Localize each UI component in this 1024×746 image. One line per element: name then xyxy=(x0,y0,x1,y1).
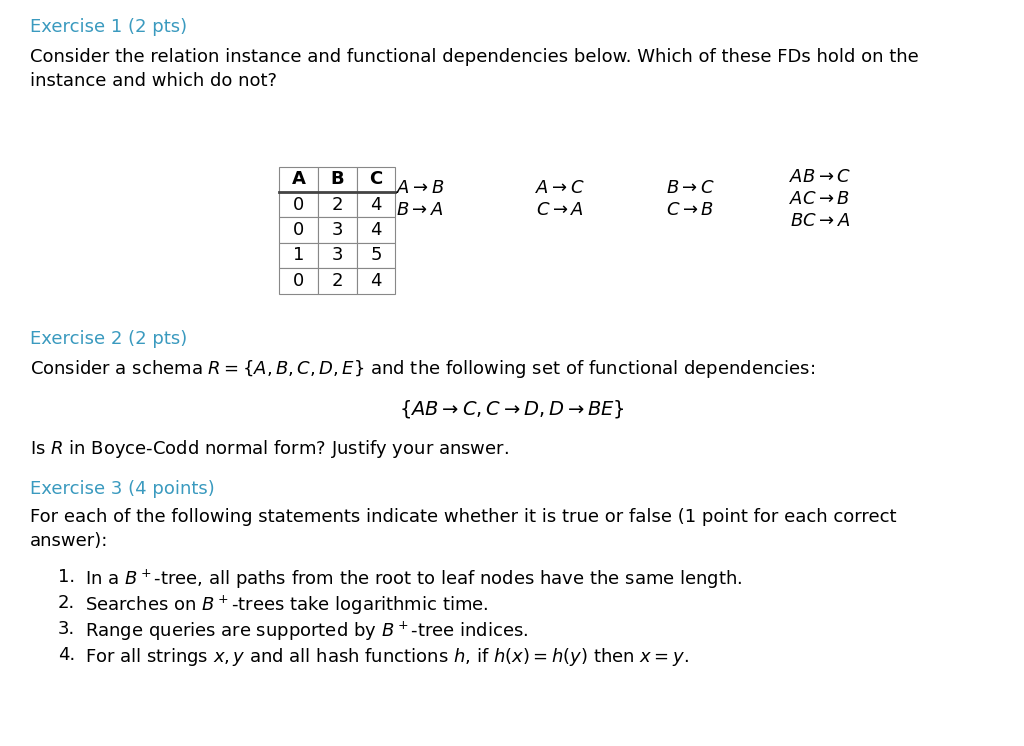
Text: Exercise 2 (2 pts): Exercise 2 (2 pts) xyxy=(30,330,187,348)
Text: $A \rightarrow C$: $A \rightarrow C$ xyxy=(536,179,585,197)
Text: 0: 0 xyxy=(293,221,304,239)
Text: 0: 0 xyxy=(293,272,304,290)
Bar xyxy=(280,242,317,268)
Text: 0: 0 xyxy=(293,195,304,213)
Text: 3: 3 xyxy=(332,246,343,264)
Text: 1.: 1. xyxy=(58,568,75,586)
Text: Exercise 3 (4 points): Exercise 3 (4 points) xyxy=(30,480,215,498)
Text: 3: 3 xyxy=(332,221,343,239)
Bar xyxy=(317,166,356,192)
Text: For all strings $x, y$ and all hash functions $h$, if $h(x) = h(y)$ then $x = y$: For all strings $x, y$ and all hash func… xyxy=(85,646,689,668)
Text: $AB \rightarrow C$: $AB \rightarrow C$ xyxy=(788,168,851,186)
Bar xyxy=(356,166,395,192)
Text: 2: 2 xyxy=(332,272,343,290)
Text: Range queries are supported by $B^+$-tree indices.: Range queries are supported by $B^+$-tre… xyxy=(85,620,528,643)
Text: C: C xyxy=(370,170,383,188)
Text: $B \rightarrow C$: $B \rightarrow C$ xyxy=(666,179,715,197)
Text: answer):: answer): xyxy=(30,532,109,550)
Bar xyxy=(317,217,356,242)
Bar xyxy=(356,268,395,294)
Bar xyxy=(317,242,356,268)
Text: 2.: 2. xyxy=(57,594,75,612)
Text: A: A xyxy=(292,170,305,188)
Bar xyxy=(356,192,395,217)
Text: B: B xyxy=(331,170,344,188)
Text: Exercise 1 (2 pts): Exercise 1 (2 pts) xyxy=(30,18,187,36)
Text: 2: 2 xyxy=(332,195,343,213)
Bar xyxy=(317,268,356,294)
Text: Is $R$ in Boyce-Codd normal form? Justify your answer.: Is $R$ in Boyce-Codd normal form? Justif… xyxy=(30,438,509,460)
Text: For each of the following statements indicate whether it is true or false (1 poi: For each of the following statements ind… xyxy=(30,508,896,526)
Text: $B \rightarrow A$: $B \rightarrow A$ xyxy=(396,201,443,219)
Text: $A \rightarrow B$: $A \rightarrow B$ xyxy=(395,179,444,197)
Text: 1: 1 xyxy=(293,246,304,264)
Bar xyxy=(280,166,317,192)
Text: $C \rightarrow A$: $C \rightarrow A$ xyxy=(537,201,584,219)
Text: 4: 4 xyxy=(371,272,382,290)
Text: $\{AB \rightarrow C, C \rightarrow D, D \rightarrow BE\}$: $\{AB \rightarrow C, C \rightarrow D, D … xyxy=(399,398,625,420)
Bar xyxy=(280,192,317,217)
Bar xyxy=(356,217,395,242)
Text: $BC \rightarrow A$: $BC \rightarrow A$ xyxy=(790,212,850,230)
Bar xyxy=(317,192,356,217)
Bar xyxy=(356,242,395,268)
Text: $AC \rightarrow B$: $AC \rightarrow B$ xyxy=(790,190,851,208)
Text: Consider the relation instance and functional dependencies below. Which of these: Consider the relation instance and funct… xyxy=(30,48,919,66)
Text: $C \rightarrow B$: $C \rightarrow B$ xyxy=(666,201,714,219)
Text: Searches on $B^+$-trees take logarithmic time.: Searches on $B^+$-trees take logarithmic… xyxy=(85,594,488,617)
Text: 3.: 3. xyxy=(57,620,75,638)
Text: Consider a schema $R = \{A, B, C, D, E\}$ and the following set of functional de: Consider a schema $R = \{A, B, C, D, E\}… xyxy=(30,358,815,380)
Text: instance and which do not?: instance and which do not? xyxy=(30,72,278,90)
Text: 4.: 4. xyxy=(57,646,75,664)
Bar xyxy=(280,217,317,242)
Text: 4: 4 xyxy=(371,195,382,213)
Bar xyxy=(280,268,317,294)
Text: 5: 5 xyxy=(371,246,382,264)
Text: In a $B^+$-tree, all paths from the root to leaf nodes have the same length.: In a $B^+$-tree, all paths from the root… xyxy=(85,568,742,592)
Text: 4: 4 xyxy=(371,221,382,239)
